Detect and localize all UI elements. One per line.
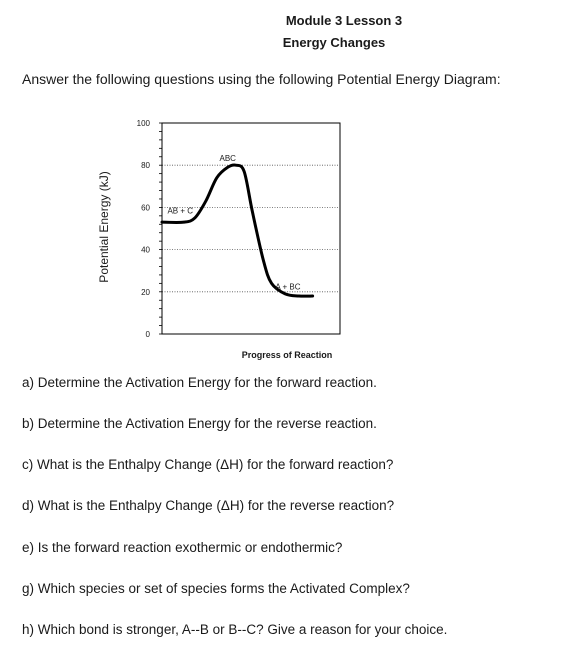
x-axis-label: Progress of Reaction [242,350,333,360]
y-tick-label-60: 60 [141,203,150,212]
y-tick-label-80: 80 [141,161,150,170]
y-tick-label-100: 100 [137,119,151,128]
instructions-text: Answer the following questions using the… [22,71,501,87]
question-c: c) What is the Enthalpy Change (ΔH) for … [22,457,394,472]
energy-curve [160,163,315,298]
question-e: e) Is the forward reaction exothermic or… [22,540,343,555]
y-axis-label: Potential Energy (kJ) [97,171,111,282]
potential-energy-diagram: Potential Energy (kJ) 0 20 40 60 80 100 AB + … [97,119,341,360]
document-title: Module 3 Lesson 3 [285,13,403,28]
question-d: d) What is the Enthalpy Change (ΔH) for … [22,498,395,513]
y-axis-ticks: 0 20 40 60 80 100 [137,119,162,339]
curve-annotations: AB + C ABC A + BC [167,154,300,292]
annotation-label: A + BC [275,283,300,292]
gridlines [162,164,340,293]
question-b: b) Determine the Activation Energy for t… [22,416,377,431]
question-g: g) Which species or set of species forms… [22,581,410,596]
y-tick-label-20: 20 [141,288,150,297]
plot-frame [161,122,341,335]
y-tick-label-0: 0 [146,330,151,339]
document-subtitle: Energy Changes [282,35,386,50]
y-tick-label-40: 40 [141,246,150,255]
annotation-label: AB + C [167,207,193,216]
question-h: h) Which bond is stronger, A--B or B--C?… [22,622,448,637]
question-a: a) Determine the Activation Energy for t… [22,375,377,390]
annotation-label: ABC [219,154,236,163]
